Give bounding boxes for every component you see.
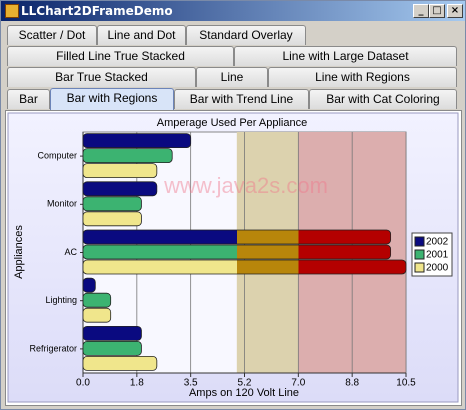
bar — [82, 133, 192, 149]
legend-label: 2000 — [426, 263, 449, 274]
tab[interactable]: Bar — [7, 89, 50, 109]
y-tick-label: AC — [64, 247, 77, 257]
bar — [82, 277, 96, 293]
tab[interactable]: Bar with Trend Line — [174, 89, 309, 109]
bar — [82, 340, 142, 356]
tab[interactable]: Bar with Cat Coloring — [309, 89, 457, 109]
bar — [82, 211, 142, 227]
x-tick-label: 1.8 — [130, 378, 144, 389]
bar — [82, 325, 142, 341]
window-title: LLChart2DFrameDemo — [21, 4, 173, 18]
maximize-button[interactable]: □ — [429, 4, 445, 18]
x-tick-label: 0.0 — [76, 378, 90, 389]
app-icon — [5, 4, 19, 18]
bar — [82, 181, 158, 197]
close-button[interactable]: × — [447, 4, 463, 18]
tab[interactable]: Scatter / Dot — [7, 25, 97, 45]
x-tick-label: 8.8 — [345, 378, 359, 389]
bar — [82, 196, 142, 212]
y-tick-label: Lighting — [45, 295, 77, 305]
tab[interactable]: Line with Large Dataset — [234, 46, 457, 66]
y-tick-label: Monitor — [47, 199, 77, 209]
minimize-button[interactable]: _ — [413, 4, 429, 18]
bar — [82, 355, 158, 371]
bar — [82, 292, 112, 308]
tab[interactable]: Line and Dot — [97, 25, 186, 45]
legend-swatch — [414, 236, 425, 247]
x-tick-label: 10.5 — [396, 378, 416, 389]
y-tick-label: Refrigerator — [29, 343, 77, 353]
y-axis-label: Appliances — [13, 225, 25, 279]
legend-swatch — [414, 262, 425, 273]
tab[interactable]: Line — [196, 67, 268, 87]
legend-swatch — [414, 249, 425, 260]
x-axis-label: Amps on 120 Volt Line — [189, 387, 299, 399]
bar — [82, 307, 112, 323]
legend-label: 2002 — [426, 237, 449, 248]
tab[interactable]: Bar True Stacked — [7, 67, 196, 87]
watermark: www.java2s.com — [163, 173, 328, 198]
title-bar: LLChart2DFrameDemo _ □ × — [1, 1, 465, 21]
tab[interactable]: Standard Overlay — [186, 25, 306, 45]
bar — [82, 259, 407, 275]
tab[interactable]: Filled Line True Stacked — [7, 46, 234, 66]
y-tick-label: Computer — [37, 150, 77, 160]
chart-title: Amperage Used Per Appliance — [157, 117, 307, 129]
x-tick-label: 5.2 — [238, 378, 252, 389]
bar — [82, 229, 392, 245]
bar — [82, 148, 173, 164]
bar — [82, 244, 392, 260]
tab-selected[interactable]: Bar with Regions — [50, 88, 174, 110]
tab[interactable]: Line with Regions — [268, 67, 457, 87]
bar — [82, 163, 158, 179]
x-tick-label: 3.5 — [184, 378, 198, 389]
legend-label: 2001 — [426, 250, 449, 261]
x-tick-label: 7.0 — [291, 378, 305, 389]
